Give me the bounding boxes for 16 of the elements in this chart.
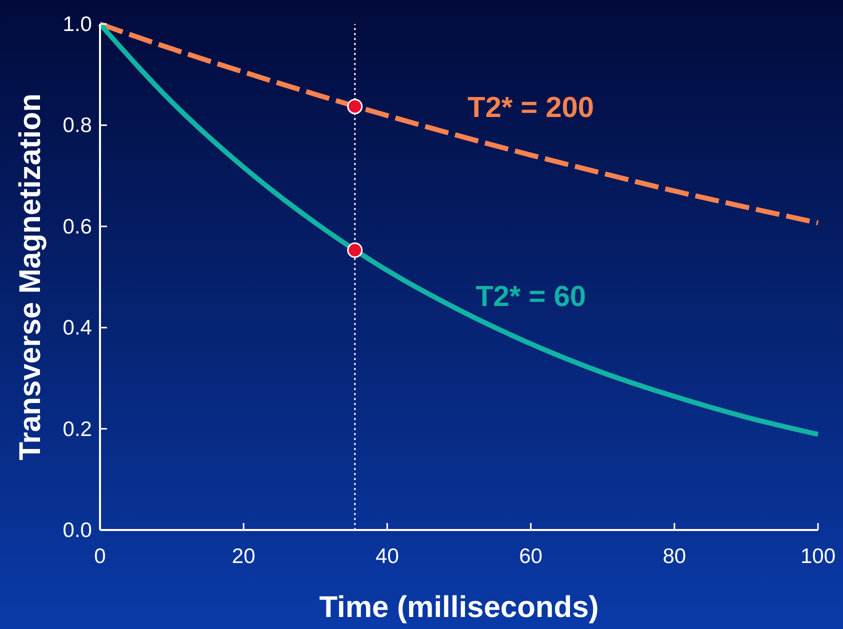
x-tick-label: 40 [376,545,399,568]
series-label: T2* = 60 [476,280,586,313]
x-tick-label: 0 [94,545,106,568]
x-tick-label: 80 [662,545,686,568]
y-axis-title: Transverse Magnetization [14,94,47,460]
x-tick-label: 20 [232,545,256,568]
y-tick-label: 1.0 [62,13,92,36]
x-axis-title: Time (milliseconds) [319,591,599,624]
x-tick-label: 60 [519,545,542,568]
y-tick-label: 0.8 [62,114,92,138]
y-tick-label: 0.0 [62,519,92,542]
y-tick-label: 0.6 [62,215,92,238]
x-tick-label: 100 [800,545,836,568]
y-tick-label: 0.2 [62,418,92,441]
series-label: T2* = 200 [468,92,594,124]
y-tick-label: 0.4 [62,316,92,340]
